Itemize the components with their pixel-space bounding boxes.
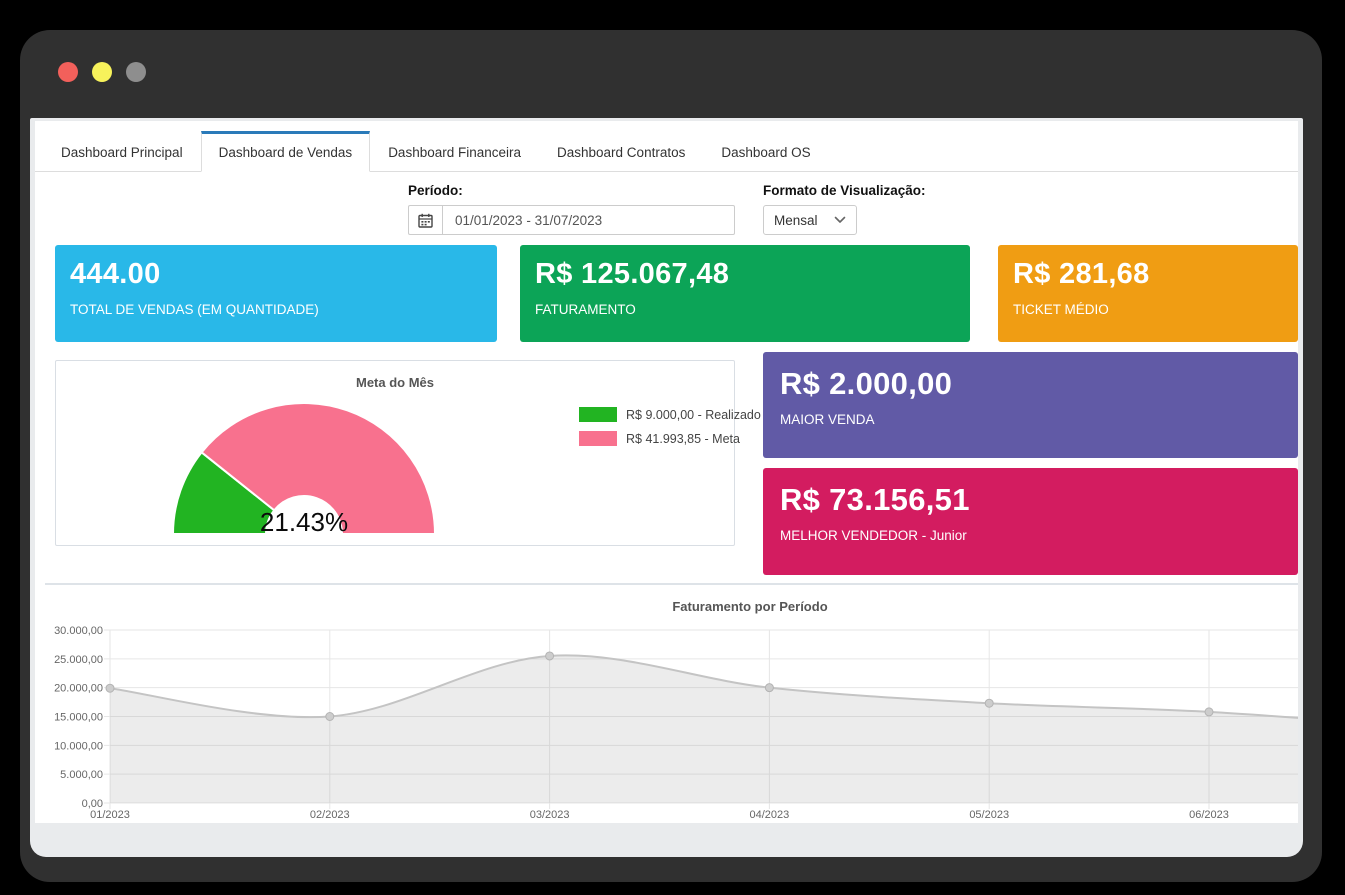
card-melhor-vendedor: R$ 73.156,51 MELHOR VENDEDOR - Junior <box>763 468 1298 575</box>
period-filter: Período: <box>408 183 735 235</box>
x-axis-label: 02/2023 <box>310 809 350 821</box>
y-axis-label: 5.000,00 <box>60 769 103 781</box>
data-point <box>1204 707 1214 717</box>
gauge-percent-label: 21.43% <box>260 507 348 537</box>
tab-dashboard-principal[interactable]: Dashboard Principal <box>61 144 183 160</box>
gauge-chart: 21.43% <box>171 402 437 537</box>
card-label: MELHOR VENDEDOR - Junior <box>780 528 967 543</box>
legend-swatch-realizado <box>579 407 617 422</box>
tab-dashboard-os[interactable]: Dashboard OS <box>721 144 811 160</box>
kpi-value: R$ 281,68 <box>1013 258 1150 290</box>
gauge-slice-realizado <box>171 450 276 535</box>
card-value: R$ 2.000,00 <box>780 366 953 401</box>
legend-label: R$ 41.993,85 - Meta <box>626 431 740 446</box>
period-label: Período: <box>408 183 463 198</box>
data-point <box>325 712 335 721</box>
dashboard-page: Dashboard Principal Dashboard de Vendas … <box>35 121 1298 823</box>
kpi-card-total-vendas: 444.00 TOTAL DE VENDAS (EM QUANTIDADE) <box>55 245 497 342</box>
card-maior-venda: R$ 2.000,00 MAIOR VENDA <box>763 352 1298 458</box>
legend-item-meta: R$ 41.993,85 - Meta <box>579 431 761 446</box>
y-axis-label: 20.000,00 <box>54 683 103 695</box>
x-axis-label: 04/2023 <box>750 809 790 821</box>
meta-do-mes-panel: Meta do Mês 21.43% R$ 9.000,00 - Realiza… <box>55 360 761 546</box>
calendar-icon <box>418 213 433 228</box>
faturamento-por-periodo-panel: 30.000,00 25.000,00 20.000,00 15.000,00 10.0… <box>45 583 1298 821</box>
maximize-window-icon[interactable] <box>126 62 146 82</box>
middle-section: Meta do Mês 21.43% R$ 9.000,00 - Realiza… <box>35 342 1298 583</box>
format-select[interactable]: Mensal <box>763 205 857 235</box>
window-content: Dashboard Principal Dashboard de Vendas … <box>30 118 1303 857</box>
card-value: R$ 73.156,51 <box>780 482 970 517</box>
dashboard-tab-bar: Dashboard Principal Dashboard de Vendas … <box>35 131 1298 172</box>
kpi-card-faturamento: R$ 125.067,48 FATURAMENTO <box>520 245 970 342</box>
kpi-value: 444.00 <box>70 258 161 290</box>
filters-row: Período: <box>35 172 1298 245</box>
y-axis-label: 0,00 <box>82 798 103 810</box>
tab-dashboard-financeira[interactable]: Dashboard Financeira <box>388 144 522 160</box>
y-axis-label: 30.000,00 <box>54 625 103 637</box>
data-point <box>984 698 994 708</box>
legend-label: R$ 9.000,00 - Realizado <box>626 407 761 422</box>
data-point <box>545 651 555 661</box>
y-axis-label: 10.000,00 <box>54 740 103 752</box>
kpi-card-ticket-medio: R$ 281,68 TICKET MÉDIO <box>998 245 1298 342</box>
gauge-slice-meta <box>200 402 437 535</box>
gauge-legend: R$ 9.000,00 - Realizado R$ 41.993,85 - M… <box>579 407 761 455</box>
highlight-cards: R$ 2.000,00 MAIOR VENDA R$ 73.156,51 MEL… <box>763 352 1298 575</box>
data-point <box>764 683 774 693</box>
tab-dashboard-de-vendas[interactable]: Dashboard de Vendas <box>200 131 371 172</box>
y-axis-label: 25.000,00 <box>54 654 103 666</box>
area-chart: 30.000,00 25.000,00 20.000,00 15.000,00 10.0… <box>54 599 1298 821</box>
app-window: Dashboard Principal Dashboard de Vendas … <box>20 30 1322 882</box>
format-label: Formato de Visualização: <box>763 183 926 198</box>
y-axis-label: 15.000,00 <box>54 712 103 724</box>
chevron-down-icon <box>834 216 846 223</box>
line-chart-title: Faturamento por Período <box>672 599 827 614</box>
kpi-value: R$ 125.067,48 <box>535 258 730 290</box>
x-axis-label: 06/2023 <box>1189 809 1229 821</box>
format-filter: Formato de Visualização: Mensal <box>763 183 926 235</box>
close-window-icon[interactable] <box>58 62 78 82</box>
window-controls <box>58 62 146 82</box>
x-axis-label: 01/2023 <box>90 809 130 821</box>
minimize-window-icon[interactable] <box>92 62 112 82</box>
data-point <box>105 683 115 693</box>
x-axis-label: 03/2023 <box>530 809 570 821</box>
legend-swatch-meta <box>579 431 617 446</box>
kpi-label: TOTAL DE VENDAS (EM QUANTIDADE) <box>70 302 319 317</box>
x-axis-label: 05/2023 <box>969 809 1009 821</box>
kpi-label: TICKET MÉDIO <box>1013 302 1109 317</box>
tab-dashboard-contratos[interactable]: Dashboard Contratos <box>557 144 686 160</box>
gauge-title: Meta do Mês <box>355 375 434 390</box>
date-range-input[interactable] <box>442 205 735 235</box>
legend-item-realizado: R$ 9.000,00 - Realizado <box>579 407 761 422</box>
format-select-value: Mensal <box>774 212 818 228</box>
card-label: MAIOR VENDA <box>780 412 875 427</box>
kpi-label: FATURAMENTO <box>535 302 636 317</box>
area-fill <box>110 655 1298 803</box>
calendar-addon[interactable] <box>408 205 442 235</box>
kpi-row: 444.00 TOTAL DE VENDAS (EM QUANTIDADE) R… <box>35 245 1298 342</box>
